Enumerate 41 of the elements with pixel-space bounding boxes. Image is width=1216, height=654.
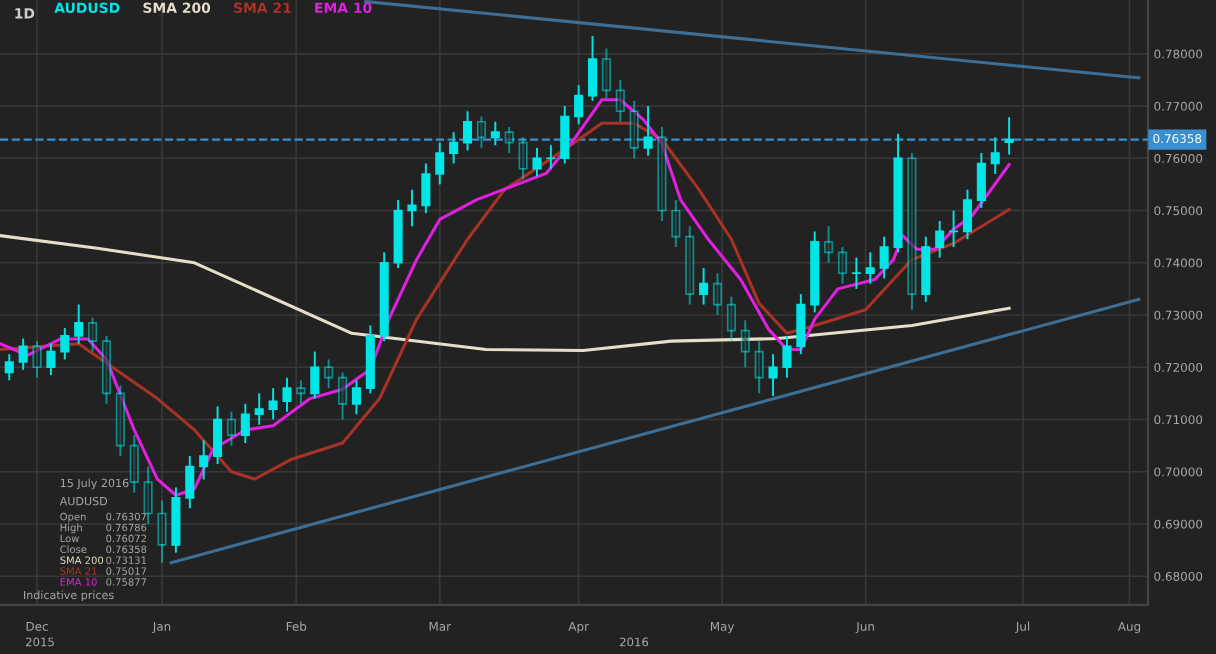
candlestick [74, 303, 84, 345]
candlestick [587, 35, 598, 102]
candlestick [490, 120, 500, 147]
candlestick [935, 220, 945, 259]
candlestick [976, 152, 986, 209]
candlestick [435, 141, 445, 186]
candlestick [643, 105, 653, 157]
candlestick [921, 235, 931, 303]
candlestick [282, 376, 292, 413]
candlestick [990, 136, 1000, 175]
candlestick [796, 293, 806, 356]
candlestick [1004, 116, 1014, 156]
candlestick [782, 334, 792, 379]
candlestick [699, 267, 709, 306]
candlestick [268, 387, 278, 421]
candlestick [310, 350, 320, 400]
candlestick [574, 84, 584, 126]
candlestick [421, 162, 431, 215]
candlestick [768, 353, 778, 397]
candlestick [185, 455, 195, 510]
candlestick [449, 131, 459, 165]
candlestick [254, 392, 264, 426]
candlestick [532, 146, 542, 178]
candlestick [865, 251, 875, 285]
candlestick [171, 486, 181, 554]
candlestick [46, 342, 56, 377]
candlestick [4, 353, 14, 382]
candlestick [462, 110, 473, 152]
candlestick [351, 379, 361, 416]
candlestick [560, 105, 570, 165]
candlestick [851, 256, 861, 290]
candlestick [213, 405, 223, 465]
candlestick [546, 144, 556, 170]
candlestick [18, 337, 28, 371]
candlestick [199, 439, 209, 481]
candlestick [407, 188, 417, 228]
candlestick [60, 327, 70, 361]
candlestick [240, 402, 250, 444]
candlestick [879, 235, 889, 280]
line-series [0, 234, 1011, 353]
candlestick [962, 188, 973, 241]
